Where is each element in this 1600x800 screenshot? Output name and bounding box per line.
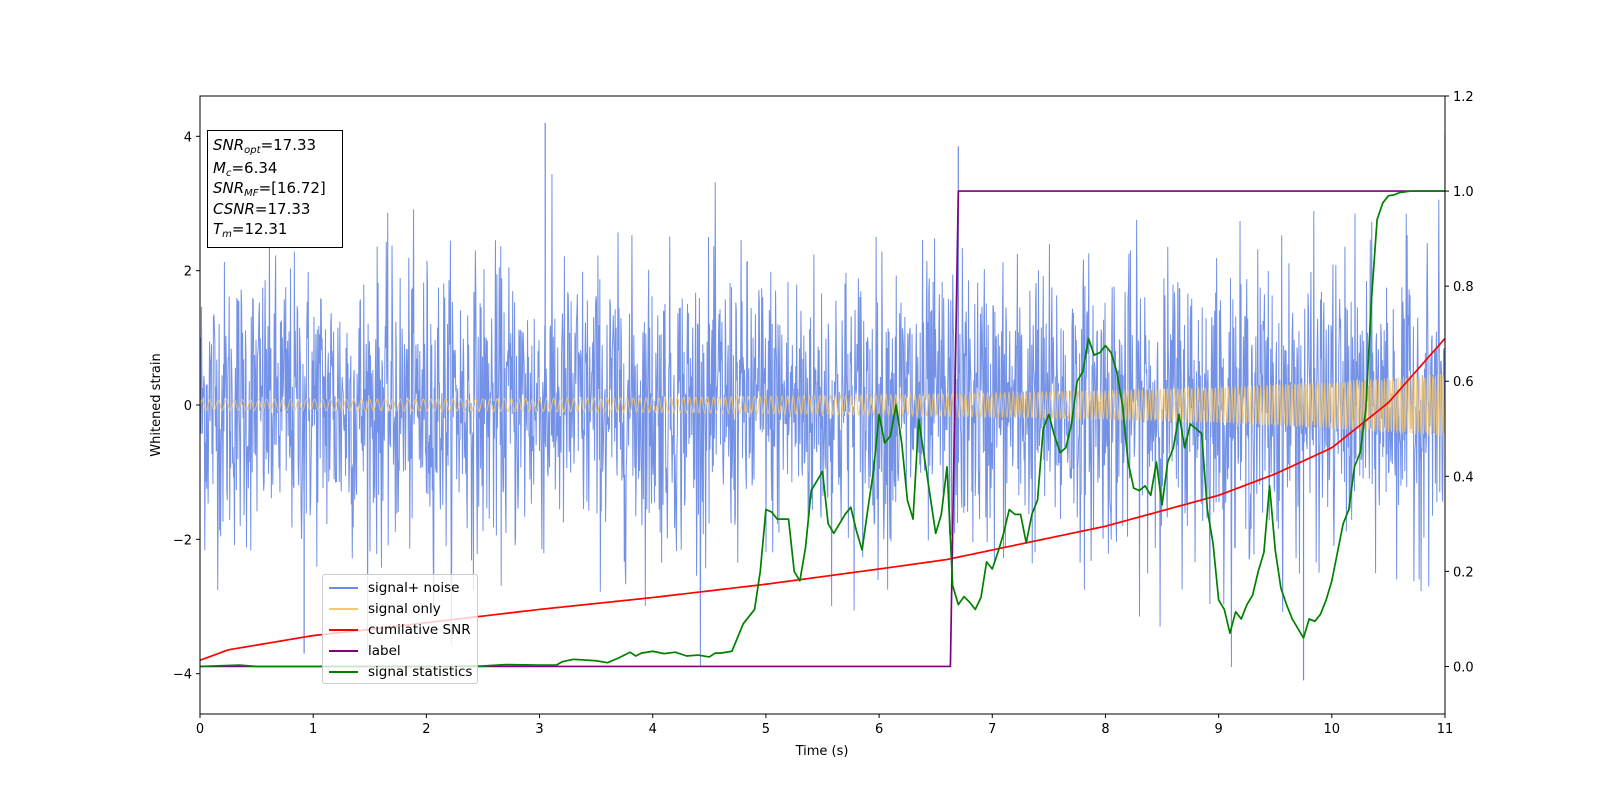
chirp-mass-subscript: c — [225, 167, 232, 179]
y-right-tick-label: 0.4 — [1453, 470, 1474, 485]
chirp-mass-line: Mc=6.34 — [213, 158, 337, 179]
merger-time-line: Tm=12.31 — [213, 219, 337, 240]
y-left-tick-label: 2 — [184, 265, 192, 280]
x-tick-label: 2 — [422, 722, 430, 737]
y-axis-right: 0.0 0.2 0.4 0.6 0.8 1.0 1.2 — [1445, 90, 1474, 675]
series-signal-noise-line — [200, 173, 1445, 667]
series-signal-only-line — [200, 373, 1445, 437]
legend-label-signal-statistics: signal statistics — [368, 663, 473, 680]
legend-item-cumulative-snr: cumilative SNR — [329, 620, 471, 641]
x-tick-label: 6 — [875, 722, 883, 737]
x-tick-label: 11 — [1437, 722, 1454, 737]
x-tick-label: 1 — [309, 722, 317, 737]
legend-label-cumulative-snr: cumilative SNR — [368, 621, 471, 638]
legend-swatch-cumulative-snr — [329, 628, 358, 631]
x-tick-label: 5 — [762, 722, 770, 737]
snr-opt-symbol: SNR — [213, 136, 245, 154]
y-right-tick-label: 1.0 — [1453, 185, 1474, 200]
snr-mf-symbol: SNR — [213, 179, 245, 197]
x-tick-label: 0 — [196, 722, 204, 737]
y-right-tick-label: 0.8 — [1453, 280, 1474, 295]
x-tick-label: 4 — [649, 722, 657, 737]
legend-swatch-signal-noise — [329, 587, 358, 590]
y-left-tick-label: 0 — [184, 399, 192, 414]
y-axis-label: Whitened strain — [149, 353, 164, 456]
merger-time-symbol: T — [213, 220, 223, 238]
y-left-tick-label: 4 — [184, 130, 192, 145]
legend-swatch-label — [329, 649, 358, 652]
snr-mf-value: =[16.72] — [258, 179, 326, 197]
snr-opt-subscript: opt — [244, 145, 261, 156]
legend-item-label: label — [329, 640, 471, 661]
y-right-tick-label: 0.6 — [1453, 375, 1474, 390]
merger-time-value: =12.31 — [231, 220, 288, 238]
y-axis-left: −4 −2 0 2 4 — [173, 130, 200, 683]
x-tick-label: 7 — [988, 722, 996, 737]
y-left-tick-label: −4 — [173, 668, 192, 683]
csnr-line: CSNR=17.33 — [213, 199, 337, 220]
y-right-tick-label: 1.2 — [1453, 90, 1474, 105]
x-tick-label: 3 — [535, 722, 543, 737]
series-signal-statistics-line — [200, 190, 1445, 668]
x-tick-label: 10 — [1324, 722, 1341, 737]
legend-item-signal-only: signal only — [329, 599, 471, 620]
y-right-tick-label: 0.2 — [1453, 565, 1474, 580]
legend-item-signal-statistics: signal statistics — [329, 661, 473, 682]
series-label-line — [200, 190, 1445, 668]
legend-label-label: label — [368, 642, 401, 659]
legend-label-signal-only: signal only — [368, 601, 441, 618]
merger-time-subscript: m — [222, 229, 232, 240]
legend-swatch-signal-only — [329, 608, 358, 611]
snr-opt-line: SNRopt=17.33 — [213, 135, 337, 156]
legend-item-signal-noise: signal+ noise — [329, 578, 471, 599]
x-tick-label: 8 — [1101, 722, 1109, 737]
chirp-mass-symbol: M — [213, 158, 226, 177]
legend-swatch-signal-statistics — [329, 670, 358, 673]
chart-legend: signal+ noise signal only cumilative SNR… — [322, 574, 478, 684]
chirp-mass-value: =6.34 — [231, 158, 278, 177]
csnr-value: =17.33 — [254, 199, 311, 218]
snr-info-box: SNRopt=17.33 Mc=6.34 SNRMF=[16.72] CSNR=… — [207, 130, 343, 248]
snr-mf-line: SNRMF=[16.72] — [213, 178, 337, 199]
y-left-tick-label: −2 — [173, 533, 192, 548]
x-tick-label: 9 — [1214, 722, 1222, 737]
x-axis-label: Time (s) — [795, 744, 849, 759]
legend-label-signal-noise: signal+ noise — [368, 580, 460, 597]
x-axis: 0 1 2 3 4 5 6 7 8 9 10 11 — [196, 714, 1453, 737]
snr-mf-subscript: MF — [244, 188, 259, 199]
snr-opt-value: =17.33 — [260, 136, 317, 154]
csnr-symbol: CSNR — [213, 199, 255, 218]
y-right-tick-label: 0.0 — [1453, 660, 1474, 675]
